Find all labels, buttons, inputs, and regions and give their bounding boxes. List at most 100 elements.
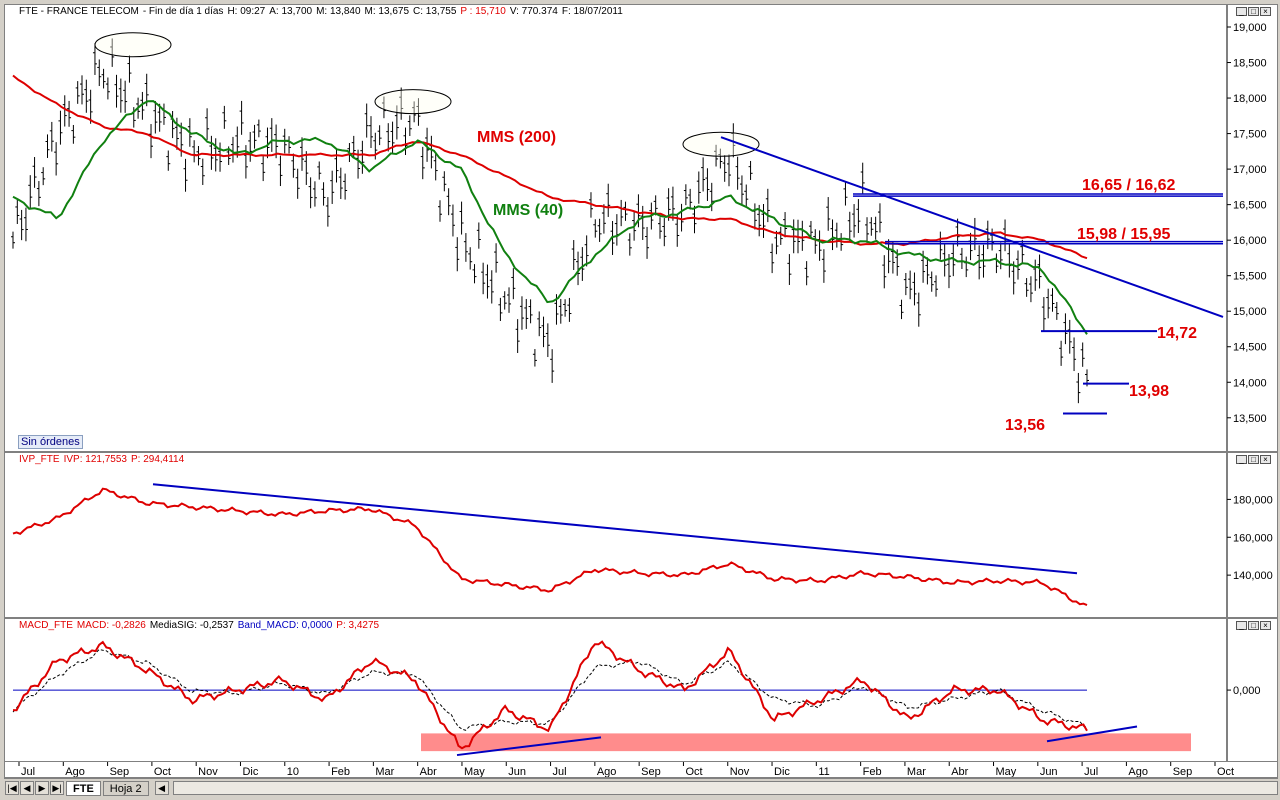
- price-bar: [507, 287, 512, 313]
- price-bar: [614, 214, 619, 246]
- price-bar: [873, 216, 878, 240]
- price-bar: [1046, 288, 1051, 319]
- price-bar: [161, 103, 166, 125]
- price-bar: [722, 155, 727, 182]
- x-tick-label: May: [464, 766, 485, 778]
- close-icon[interactable]: ×: [1260, 621, 1271, 630]
- price-bar: [28, 175, 33, 209]
- prev-sheet-icon[interactable]: ◀: [20, 781, 34, 795]
- minimize-icon[interactable]: _: [1236, 455, 1247, 464]
- x-tick-label: Dic: [774, 766, 790, 778]
- top-ellipse-3: [682, 131, 760, 157]
- y-tick-label: 180,000: [1233, 494, 1273, 506]
- price-bar: [442, 171, 447, 192]
- y-tick-label: 15,000: [1233, 306, 1267, 318]
- restore-icon[interactable]: □: [1248, 7, 1259, 16]
- price-bar: [826, 197, 831, 231]
- price-bar: [813, 229, 818, 254]
- price-bar: [502, 291, 507, 310]
- price-bar: [998, 242, 1003, 270]
- scroll-left-icon[interactable]: ◀: [154, 781, 169, 795]
- tab-fte[interactable]: FTE: [66, 780, 101, 796]
- price-bar: [84, 79, 89, 113]
- price-bar: [916, 292, 921, 327]
- price-bar: [386, 123, 391, 152]
- tab-hoja2[interactable]: Hoja 2: [102, 780, 149, 796]
- last-sheet-icon[interactable]: ▶|: [50, 781, 64, 795]
- level-label-4: 13,98: [1129, 383, 1170, 400]
- price-bar: [912, 272, 917, 306]
- price-bar: [105, 77, 110, 100]
- price-bar: [731, 123, 736, 158]
- price-bar: [847, 211, 852, 242]
- price-bar: [877, 203, 882, 233]
- restore-icon[interactable]: □: [1248, 621, 1259, 630]
- price-bar: [476, 222, 481, 249]
- price-bar: [696, 171, 701, 204]
- price-bar: [787, 254, 792, 285]
- price-bar: [101, 68, 106, 89]
- price-bar: [425, 127, 430, 162]
- price-bar: [1059, 340, 1064, 366]
- price-bar: [576, 251, 581, 286]
- price-bar: [1007, 243, 1012, 278]
- x-tick-label: Dic: [242, 766, 258, 778]
- price-bar: [166, 150, 171, 171]
- price-bar: [485, 264, 490, 299]
- price-bar: [705, 168, 710, 201]
- orders-button[interactable]: Sin órdenes: [18, 435, 83, 449]
- price-bar: [606, 183, 611, 217]
- price-bar: [489, 270, 494, 304]
- price-bar: [821, 249, 826, 283]
- first-sheet-icon[interactable]: |◀: [5, 781, 19, 795]
- close-icon[interactable]: ×: [1260, 455, 1271, 464]
- restore-icon[interactable]: □: [1248, 455, 1259, 464]
- price-bar: [330, 170, 335, 204]
- price-bar: [679, 203, 684, 232]
- price-bar: [67, 100, 72, 127]
- minimize-icon[interactable]: _: [1236, 7, 1247, 16]
- price-bar: [412, 101, 417, 123]
- y-tick-label: 14,000: [1233, 377, 1267, 389]
- price-bar: [183, 158, 188, 192]
- price-bar: [869, 217, 874, 236]
- price-bar: [834, 222, 839, 248]
- price-bar: [463, 233, 468, 262]
- x-tick-label: Jul: [21, 766, 35, 778]
- y-tick-label: 160,000: [1233, 532, 1273, 544]
- minimize-icon[interactable]: _: [1236, 621, 1247, 630]
- price-panel-window-buttons: _ □ ×: [1236, 7, 1271, 16]
- macd-panel-window-buttons: _ □ ×: [1236, 621, 1271, 630]
- x-tick-label: Jul: [1084, 766, 1098, 778]
- price-bar: [222, 105, 227, 129]
- price-bar: [761, 203, 766, 238]
- next-sheet-icon[interactable]: ▶: [35, 781, 49, 795]
- price-bar: [88, 89, 93, 124]
- price-bar: [563, 299, 568, 317]
- x-axis-labels: Jul Ago Sep Oct Nov Dic 10 Feb Mar Abr May Jun Jul Ag…: [18, 762, 1234, 778]
- price-bar: [71, 124, 76, 144]
- price-bar: [899, 299, 904, 320]
- price-bar: [498, 297, 503, 321]
- y-tick-label: 140,000: [1233, 570, 1273, 582]
- y-tick-label: 16,000: [1233, 235, 1267, 247]
- price-bar: [494, 243, 499, 273]
- price-bar: [985, 220, 990, 250]
- price-bar: [662, 218, 667, 247]
- close-icon[interactable]: ×: [1260, 7, 1271, 16]
- price-bar: [343, 173, 348, 200]
- price-bar: [774, 230, 779, 255]
- ivp-panel: IVP_FTE IVP: 121,7553 P: 294,4114 _ □ × 180,…: [4, 452, 1278, 618]
- price-bar: [683, 184, 688, 206]
- x-tick-label: Mar: [375, 766, 394, 778]
- price-bar: [752, 203, 757, 230]
- price-bar: [972, 217, 977, 251]
- price-bar: [459, 201, 464, 235]
- oversold-zone: [421, 733, 1191, 752]
- price-bar: [584, 235, 589, 267]
- price-bar: [45, 134, 50, 158]
- y-tick-label: 15,500: [1233, 271, 1267, 283]
- price-bar: [959, 247, 964, 270]
- horizontal-scrollbar[interactable]: [172, 781, 1278, 795]
- price-bar: [627, 233, 632, 256]
